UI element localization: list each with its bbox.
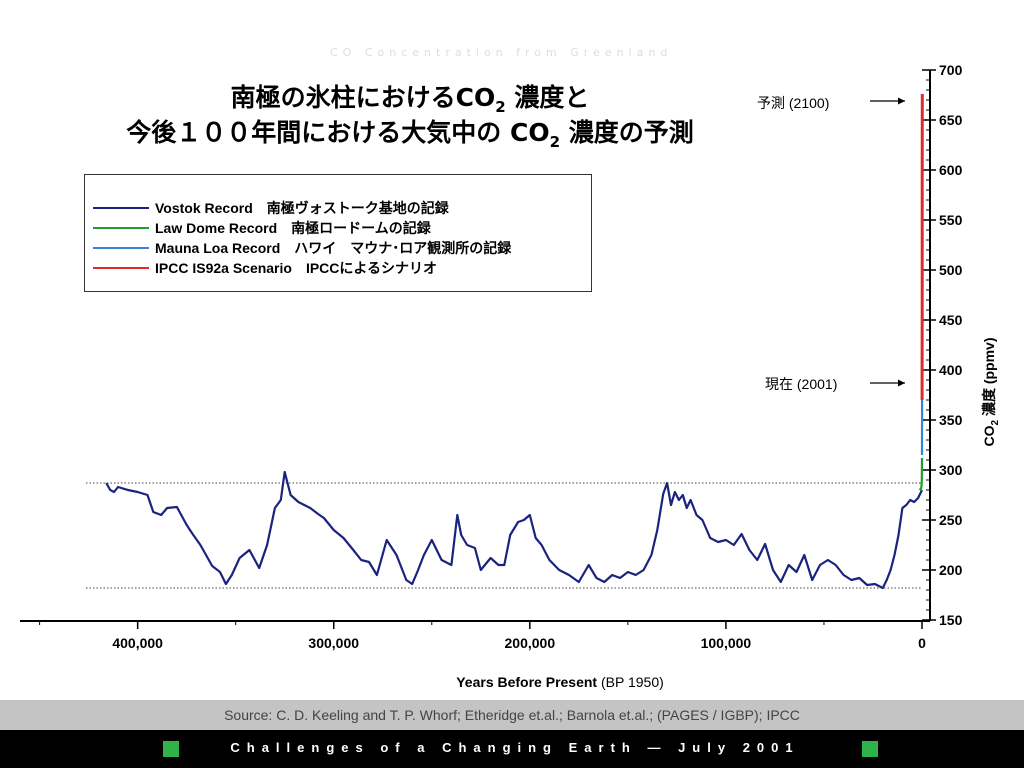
present-annotation: 現在 (2001) [765,376,838,392]
title-line2-sub: 2 [549,133,561,151]
y-tick-label: 400 [939,362,963,378]
y-tick-label: 200 [939,562,963,578]
y-axis-title: CO2 濃度 (ppmv) [979,337,1001,446]
forecast-annotation: 予測 (2100) [757,95,830,111]
title-line1-sub: 2 [495,98,506,116]
title-line2-main: 今後１００年間における大気中の CO [126,118,550,147]
title-line2-tail: 濃度の予測 [560,118,694,147]
legend-label-mauna-loa: Mauna Loa Record ハワイ マウナ･ロア観測所の記録 [155,240,512,256]
title-line1-tail: 濃度と [505,83,590,112]
x-tick-label: 400,000 [112,635,163,651]
forecast-arrow-head [898,97,905,105]
y-axis-title-sub: 2 [989,419,1001,426]
x-axis-title-bold: Years Before Present [456,674,598,690]
footer-square-right-icon [862,741,878,757]
x-tick-label: 0 [918,635,926,651]
legend-swatch-vostok [93,207,149,209]
legend-label-law-dome: Law Dome Record 南極ロードームの記録 [155,220,431,236]
y-tick-label: 300 [939,462,963,478]
legend-label-vostok: Vostok Record 南極ヴォストーク基地の記録 [155,200,449,216]
x-tick-label: 300,000 [308,635,359,651]
y-tick-label: 250 [939,512,963,528]
y-tick-label: 150 [939,612,963,628]
x-tick-label: 200,000 [505,635,556,651]
legend-swatch-ipcc [93,267,149,269]
series-line-vostok-record [105,470,923,590]
series-line-law-dome-record [918,457,924,492]
x-tick-label: 100,000 [701,635,752,651]
footer-text: Challenges of a Changing Earth — July 20… [230,740,800,755]
y-tick-label: 700 [939,62,963,78]
y-axis-title-post: 濃度 (ppmv) [981,337,998,420]
faded-subtitle: CO Concentration from Greenland [330,46,673,59]
chart-title-line2: 今後１００年間における大気中の CO2 濃度の予測 [0,113,820,151]
y-tick-label: 650 [939,112,963,128]
x-axis-title: Years Before Present (BP 1950) [390,674,730,690]
y-axis-title-pre: CO [981,425,998,447]
footer-square-left-icon [163,741,179,757]
y-tick-label: 550 [939,212,963,228]
legend: Vostok Record 南極ヴォストーク基地の記録 Law Dome Rec… [84,174,592,292]
legend-swatch-mauna-loa [93,247,149,249]
x-axis-title-rest: (BP 1950) [597,674,664,690]
y-tick-label: 600 [939,162,963,178]
present-arrow-head [898,379,905,387]
y-tick-label: 450 [939,312,963,328]
source-bar: Source: C. D. Keeling and T. P. Whorf; E… [0,700,1024,730]
title-line1-main: 南極の氷柱におけるCO [230,83,496,112]
chart: 150 200 250 300 350 400 450 500 550 600 650 700 400,… [20,62,963,651]
chart-title-line1: 南極の氷柱におけるCO2 濃度と [0,78,820,116]
legend-swatch-law-dome [93,227,149,229]
y-tick-label: 350 [939,412,963,428]
legend-label-ipcc: IPCC IS92a Scenario IPCCによるシナリオ [155,260,437,276]
y-tick-label: 500 [939,262,963,278]
